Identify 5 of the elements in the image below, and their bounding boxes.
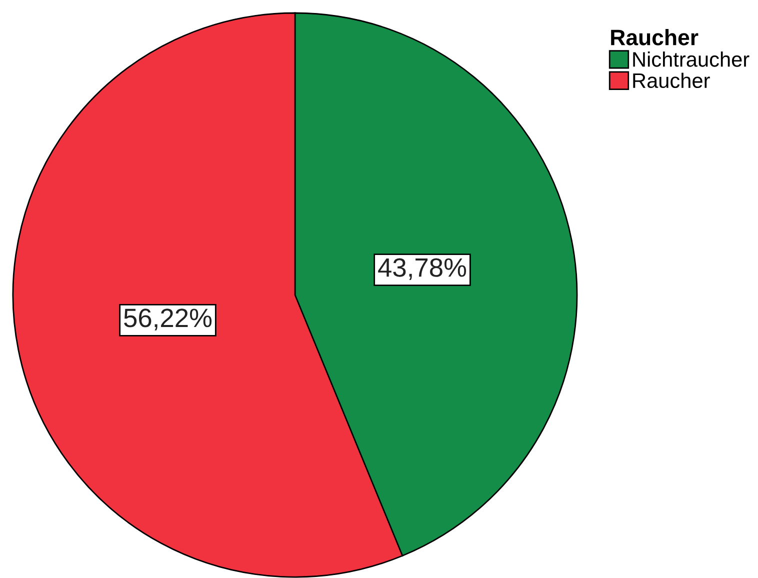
data-label: 56,22% xyxy=(124,308,212,330)
legend-label: Raucher xyxy=(633,72,710,88)
legend-title: Raucher xyxy=(611,29,698,46)
data-label: 43,78% xyxy=(378,258,466,280)
legend-label: Nichtraucher xyxy=(633,52,750,67)
